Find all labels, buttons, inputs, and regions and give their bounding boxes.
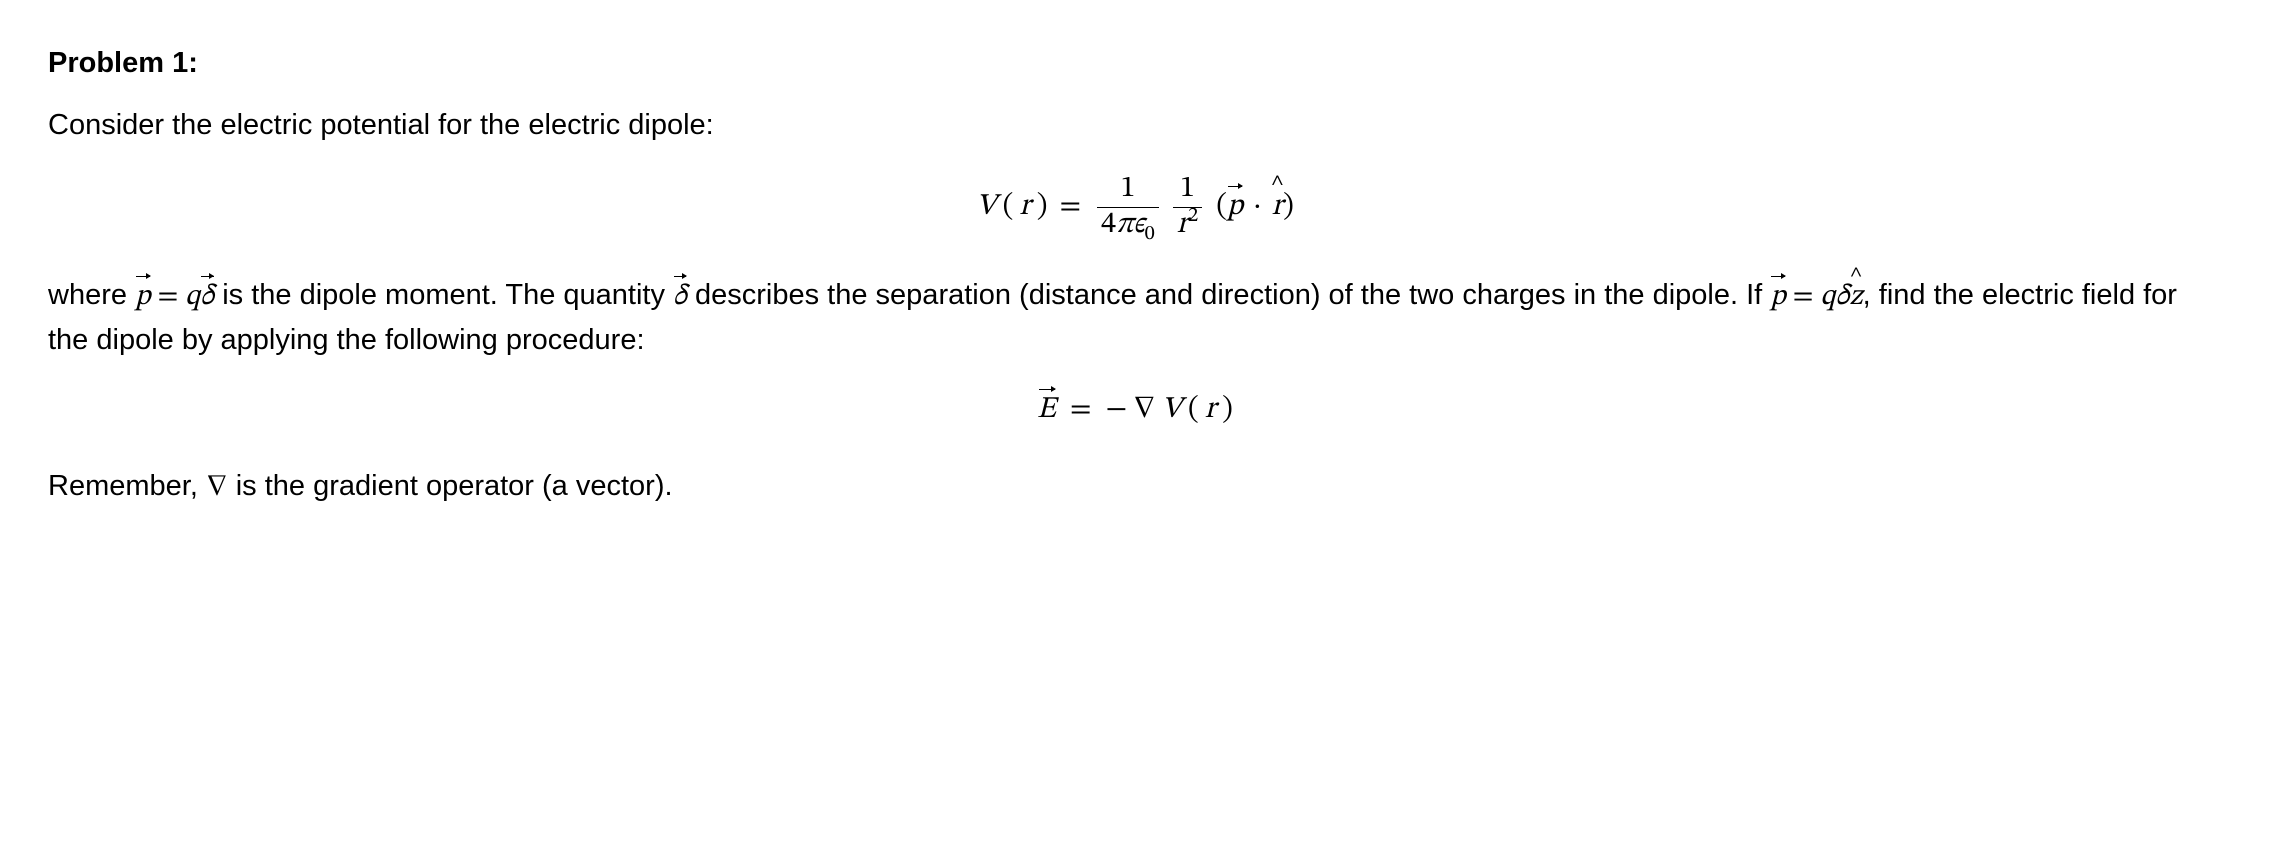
para2-t2: is the dipole moment. The quantity [214, 279, 673, 311]
eq1-eps: ϵ [1133, 210, 1144, 240]
eq1-equals: = [1059, 185, 1081, 230]
eq1-p-vec: p [1227, 185, 1243, 230]
eq1-lparen: ( [1003, 185, 1014, 230]
equation-field: E = −∇V(r) [48, 388, 2222, 433]
eq1-paren-group: (p · r) [1216, 185, 1294, 230]
eq1-arg-r: r [1019, 185, 1030, 230]
problem-title: Problem 1: [48, 42, 2222, 86]
eq2-E-vec: E [1037, 388, 1056, 433]
eq1-eps-sub: 0 [1145, 223, 1155, 244]
eq1-pi: π [1116, 210, 1133, 240]
para2-p-vec-1: p [135, 275, 151, 319]
closing-paragraph: Remember, ∇ is the gradient operator (a … [48, 465, 2222, 510]
eq1-r: r [1177, 210, 1188, 240]
eq2-minus: − [1106, 388, 1128, 433]
para2-eq-1: = [151, 282, 186, 311]
eq1-frac-const-den: 4πϵ0 [1097, 207, 1159, 242]
eq2-arg-r: r [1205, 388, 1216, 433]
eq1-frac-r2-den: r2 [1173, 207, 1203, 242]
eq2-equals: = [1070, 388, 1092, 433]
eq1-frac-const-num: 1 [1116, 173, 1139, 207]
eq1-four: 4 [1101, 210, 1116, 240]
para3-nabla: ∇ [206, 473, 228, 502]
para2-delta-vec-1: δ [200, 275, 214, 319]
para2-p-vec-2: p [1770, 275, 1786, 319]
para2-z-hat: z [1849, 275, 1862, 319]
intro-paragraph: Consider the electric potential for the … [48, 104, 2222, 148]
eq1-r-exp: 2 [1188, 205, 1198, 226]
para3-t1: Remember, [48, 470, 206, 502]
para2-delta-vec-2: δ [673, 275, 687, 319]
para2-q-1: q [185, 282, 200, 311]
para2-q-2: q [1820, 282, 1835, 311]
eq1-V: V [976, 185, 996, 230]
eq2-nabla: ∇ [1133, 388, 1155, 433]
eq1-frac-r2: 1 r2 [1173, 173, 1203, 242]
para2-t3: describes the separation (distance and d… [687, 279, 1770, 311]
para2-eq-2: = [1786, 282, 1821, 311]
eq1-r-hat: r [1272, 185, 1283, 230]
eq1-rparen: ) [1037, 185, 1048, 230]
eq1-frac-const: 1 4πϵ0 [1097, 173, 1159, 242]
para2-t1: where [48, 279, 135, 311]
eq1-dot: · [1253, 192, 1261, 222]
para2-delta-scalar: δ [1835, 282, 1849, 311]
equation-potential: V (r) = 1 4πϵ0 1 r2 (p · r) [48, 173, 2222, 242]
body-paragraph: where p = qδ is the dipole moment. The q… [48, 274, 2222, 362]
eq1-frac-r2-num: 1 [1176, 173, 1199, 207]
para3-t2: is the gradient operator (a vector). [228, 470, 673, 502]
eq2-V: V [1162, 388, 1182, 433]
